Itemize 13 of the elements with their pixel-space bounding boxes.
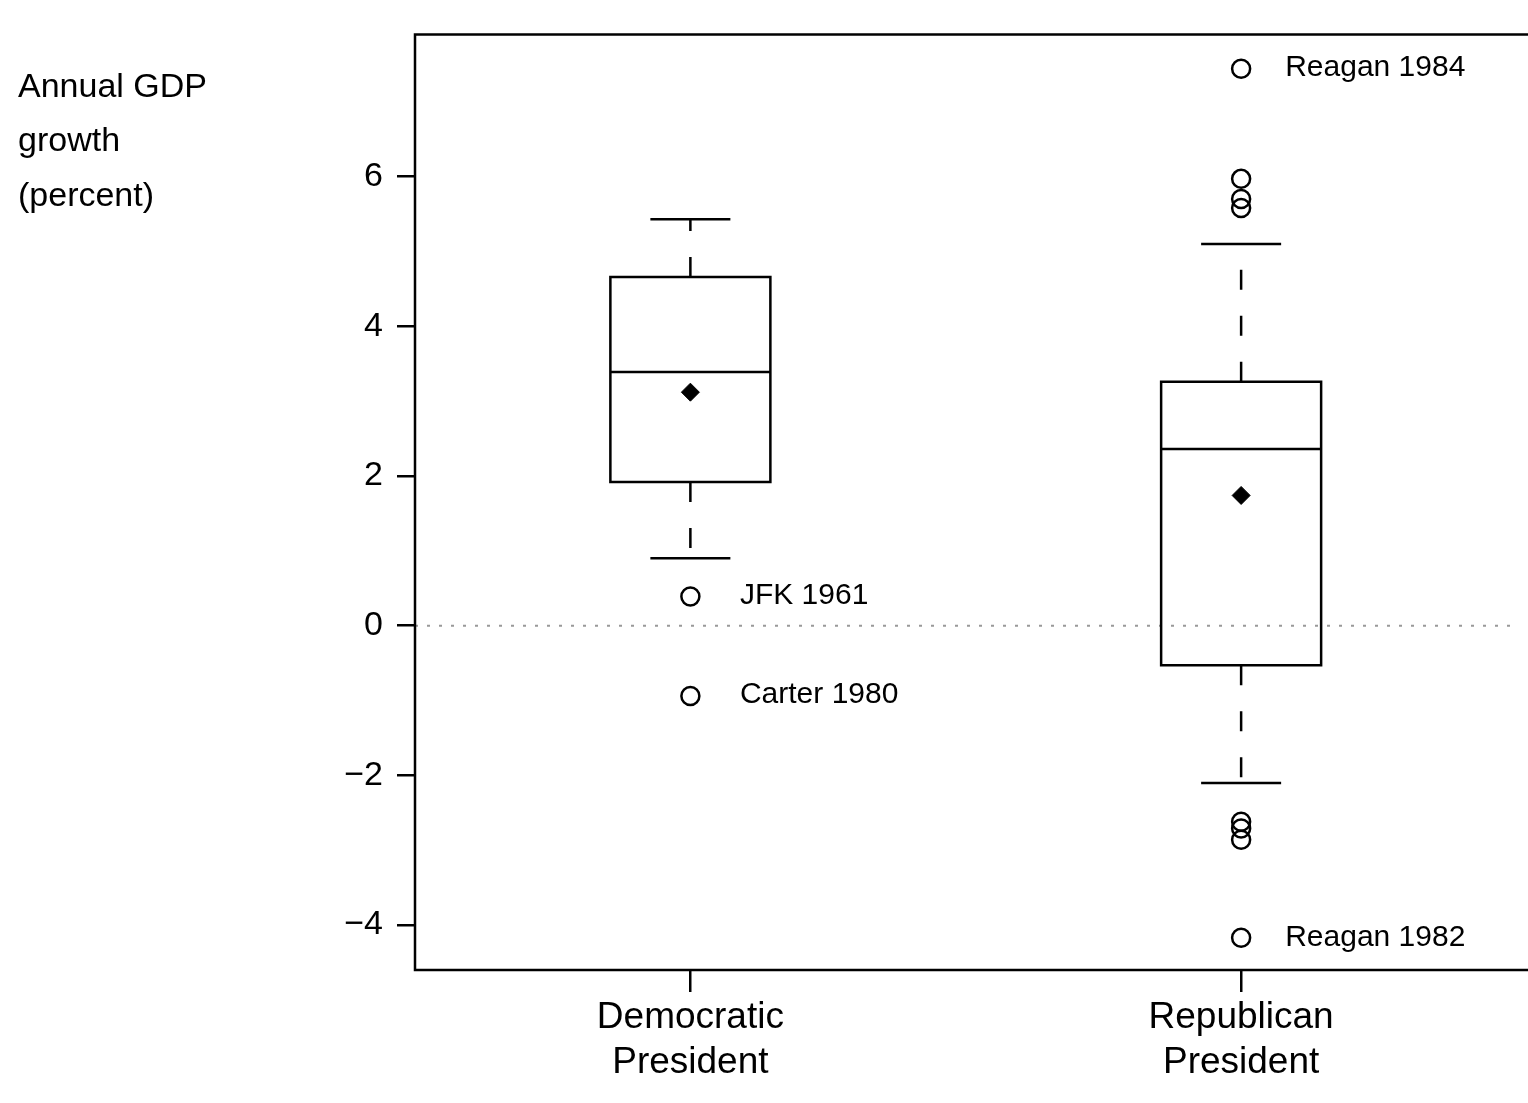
annotation: Carter 1980: [739, 676, 899, 710]
y-axis-title: Annual GDP growth (percent): [18, 65, 208, 215]
y-tick-label: 0: [364, 604, 383, 643]
y-tick-label: 2: [364, 454, 383, 493]
x-tick-label: Republican President: [1148, 995, 1334, 1081]
x-tick-label: Democratic President: [596, 995, 784, 1081]
y-tick-label: 6: [364, 154, 383, 193]
y-tick-label: 4: [364, 304, 383, 343]
annotation: Reagan 1982: [1285, 918, 1466, 952]
annotation: Reagan 1984: [1285, 49, 1466, 83]
y-tick-label: −2: [344, 753, 383, 792]
y-tick-label: −4: [344, 903, 383, 942]
annotation: JFK 1961: [739, 577, 869, 611]
